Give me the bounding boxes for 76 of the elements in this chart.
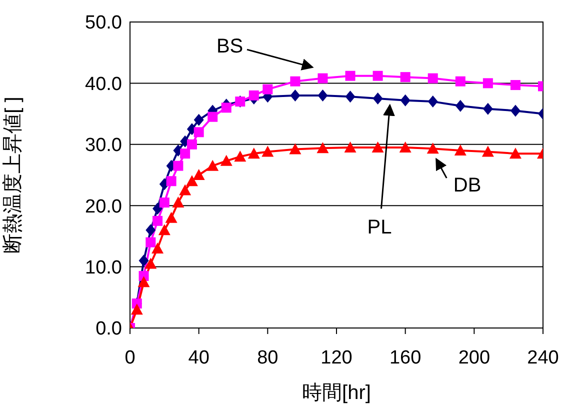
- x-axis-title: 時間[hr]: [302, 382, 371, 404]
- x-tick-label: 240: [527, 347, 559, 368]
- point: [159, 198, 170, 208]
- point: [248, 148, 260, 159]
- point: [166, 176, 176, 186]
- point: [179, 184, 192, 196]
- point: [186, 139, 197, 150]
- point: [192, 169, 205, 180]
- point: [510, 80, 520, 90]
- point: [372, 70, 383, 81]
- point: [158, 224, 170, 236]
- point: [194, 127, 204, 138]
- point: [345, 70, 356, 81]
- x-tick-label: 200: [458, 347, 490, 368]
- y-axis-title: 断熱温度上昇値[ ]: [2, 96, 24, 254]
- y-tick-label: 50.0: [85, 12, 122, 34]
- x-tick-label: 40: [188, 347, 210, 368]
- point: [428, 73, 438, 84]
- point: [345, 90, 356, 103]
- x-tick-label: 160: [389, 347, 422, 368]
- point: [482, 146, 494, 157]
- point: [208, 112, 218, 122]
- point: [234, 150, 246, 162]
- point: [455, 100, 466, 112]
- point: [186, 175, 198, 186]
- point: [399, 141, 412, 152]
- point: [482, 78, 493, 88]
- point: [428, 96, 438, 108]
- point: [146, 237, 156, 248]
- point: [509, 148, 522, 159]
- y-tick-label: 0.0: [96, 318, 122, 340]
- point: [262, 84, 273, 94]
- point: [426, 142, 439, 154]
- point: [165, 212, 178, 223]
- point: [146, 224, 156, 236]
- series-label: BS: [216, 35, 244, 58]
- point: [180, 148, 190, 159]
- point: [130, 304, 143, 315]
- point: [318, 73, 328, 84]
- point: [372, 141, 384, 152]
- point: [318, 89, 328, 102]
- y-tick-label: 40.0: [85, 74, 122, 95]
- point: [152, 202, 163, 215]
- point: [144, 258, 157, 269]
- series-label: DB: [453, 174, 482, 196]
- point: [372, 92, 383, 104]
- x-tick-label: 80: [257, 347, 278, 368]
- text: PL: [367, 216, 392, 239]
- y-tick-label: 20.0: [85, 196, 122, 218]
- point: [290, 89, 300, 102]
- x-tick-label: 120: [320, 347, 352, 368]
- point: [221, 102, 232, 113]
- point: [455, 76, 466, 86]
- point: [206, 160, 219, 171]
- point: [220, 154, 232, 166]
- point: [262, 146, 274, 157]
- point: [510, 104, 520, 117]
- point: [152, 242, 164, 254]
- point: [138, 276, 150, 288]
- point: [172, 196, 184, 208]
- point: [289, 143, 302, 154]
- x-tick-label: 0: [124, 347, 136, 368]
- point: [290, 76, 300, 86]
- y-tick-label: 10.0: [85, 258, 122, 279]
- point: [138, 254, 149, 267]
- point: [344, 141, 356, 152]
- point: [194, 114, 204, 126]
- point: [454, 144, 466, 156]
- point: [482, 102, 493, 115]
- point: [248, 90, 259, 100]
- point: [152, 216, 163, 226]
- point: [400, 94, 410, 106]
- point: [400, 72, 410, 82]
- y-tick-label: 30.0: [85, 135, 122, 156]
- point: [316, 142, 329, 154]
- point: [173, 160, 184, 171]
